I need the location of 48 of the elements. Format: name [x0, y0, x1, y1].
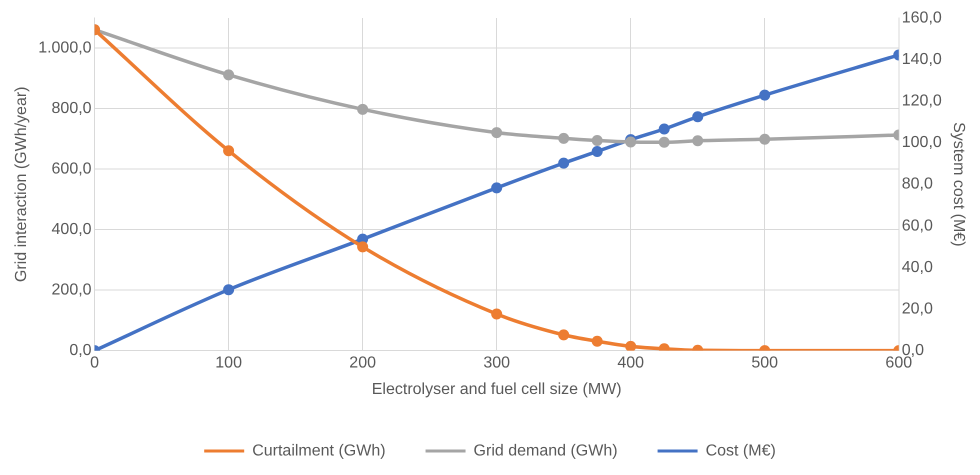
legend-label: Cost (M€) [706, 442, 776, 460]
x-tick-label: 0 [90, 354, 100, 372]
x-tick-label: 200 [349, 354, 376, 372]
y2-tick-label: 160,0 [902, 9, 942, 26]
legend-label: Curtailment (GWh) [252, 442, 386, 460]
y2-tick-label: 80,0 [902, 176, 934, 193]
y-tick-label: 0,0 [69, 342, 92, 360]
point [491, 182, 502, 194]
point [625, 340, 636, 351]
y2-axis-title: System cost (M€) [950, 122, 967, 247]
x-tick-label: 500 [751, 354, 778, 372]
point [357, 104, 368, 115]
point [223, 145, 234, 156]
point [592, 336, 603, 347]
point [592, 134, 603, 146]
y2-tick-label: 140,0 [902, 50, 942, 68]
point [692, 111, 704, 122]
point [491, 308, 502, 320]
point [592, 146, 603, 157]
x-tick-label: 600 [885, 354, 912, 372]
y2-tick-label: 100,0 [902, 134, 942, 152]
y-tick-label: 200,0 [52, 282, 92, 299]
point [357, 241, 368, 252]
point [658, 136, 670, 148]
y-tick-label: 800,0 [52, 100, 92, 118]
y-axis-title: Grid interaction (GWh/year) [13, 86, 30, 282]
point [491, 127, 502, 138]
legend-label: Grid demand (GWh) [474, 442, 618, 460]
y-tick-label: 400,0 [52, 221, 92, 238]
point [759, 134, 770, 145]
y2-tick-label: 40,0 [902, 258, 934, 276]
y2-tick-label: 60,0 [902, 217, 934, 234]
y-tick-label: 1.000,0 [38, 40, 92, 57]
x-tick-label: 400 [617, 354, 644, 372]
point [658, 124, 670, 135]
x-tick-label: 100 [215, 354, 242, 372]
point [223, 284, 234, 296]
point [558, 132, 570, 144]
point [692, 135, 704, 146]
point [759, 90, 770, 101]
x-axis-title: Electrolyser and fuel cell size (MW) [372, 380, 622, 398]
y2-tick-label: 20,0 [902, 300, 934, 318]
point [558, 329, 570, 340]
point [223, 69, 234, 80]
point [558, 158, 570, 169]
y-tick-label: 600,0 [52, 160, 92, 178]
x-tick-label: 300 [483, 354, 510, 372]
y2-tick-label: 120,0 [902, 92, 942, 110]
